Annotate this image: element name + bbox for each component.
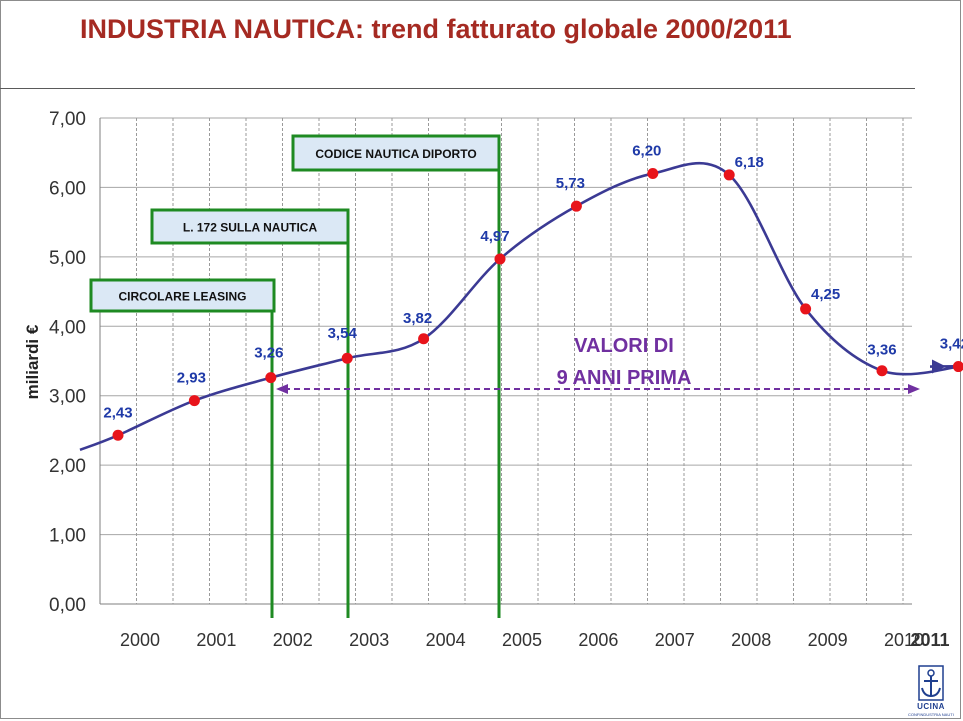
logo-name: UCINA [917, 702, 945, 711]
y-tick-label: 3,00 [49, 387, 86, 408]
range-note-text: 9 ANNI PRIMA [557, 367, 692, 389]
data-label: 3,36 [867, 342, 896, 359]
data-label: 4,25 [811, 286, 840, 303]
x-tick-label: 2004 [426, 630, 466, 650]
data-point [800, 303, 812, 315]
x-tick-label: 2011 [910, 630, 949, 650]
annotation-label: L. 172 SULLA NAUTICA [183, 221, 318, 235]
y-tick-label: 1,00 [49, 526, 86, 547]
annotation-box [150, 208, 350, 245]
page-title: INDUSTRIA NAUTICA: trend fatturato globa… [80, 14, 792, 44]
data-point [876, 365, 888, 377]
data-point [112, 429, 124, 441]
data-label: 2,93 [177, 370, 206, 387]
series-line [79, 161, 961, 452]
series-arrow-head [932, 359, 946, 374]
logo-subtitle: CONFINDUSTRIA NAUTICA [908, 712, 954, 717]
data-point [494, 253, 506, 265]
y-tick-label: 7,00 [49, 109, 86, 130]
y-tick-label: 4,00 [49, 317, 86, 338]
ucina-logo: UCINA CONFINDUSTRIA NAUTICA [908, 664, 954, 718]
x-tick-label: 2007 [655, 630, 695, 650]
y-axis-title: miliardi € [23, 324, 42, 399]
title-divider [0, 88, 915, 89]
y-tick-label: 0,00 [49, 595, 86, 616]
data-label: 6,20 [632, 143, 661, 160]
x-tick-label: 2006 [578, 630, 618, 650]
range-arrow-left-head [276, 384, 288, 394]
data-label: 2,43 [103, 404, 132, 421]
y-tick-label: 5,00 [49, 248, 86, 269]
data-point [418, 333, 430, 345]
anchor-icon [918, 665, 944, 701]
data-label: 3,42 [940, 336, 963, 353]
annotation-label: CODICE NAUTICA DIPORTO [315, 147, 476, 161]
x-tick-label: 2008 [731, 630, 771, 650]
range-note-text: VALORI DI [574, 335, 674, 357]
x-tick-label: 2000 [120, 630, 160, 650]
data-point [265, 372, 277, 384]
annotation-box [89, 278, 276, 313]
annotation-label: CIRCOLARE LEASING [118, 290, 246, 304]
x-tick-label: 2002 [273, 630, 313, 650]
data-point [952, 361, 963, 373]
data-point [723, 169, 735, 181]
annotation-box [291, 134, 501, 172]
x-tick-label: 2010 [884, 630, 924, 650]
data-point [570, 200, 582, 212]
data-label: 3,82 [403, 310, 432, 327]
x-tick-label: 2003 [349, 630, 389, 650]
data-label: 6,18 [735, 154, 764, 171]
x-tick-label: 2001 [196, 630, 236, 650]
data-point [341, 352, 353, 364]
data-point [188, 395, 200, 407]
data-label: 5,73 [556, 175, 585, 192]
x-tick-label: 2009 [808, 630, 848, 650]
data-label: 4,97 [480, 228, 509, 245]
data-point [647, 168, 659, 180]
x-tick-label: 2005 [502, 630, 542, 650]
data-label: 3,26 [254, 345, 283, 362]
data-label: 3,54 [328, 325, 358, 342]
range-arrow-right-head [908, 384, 920, 394]
y-tick-label: 6,00 [49, 178, 86, 199]
y-tick-label: 2,00 [49, 456, 86, 477]
